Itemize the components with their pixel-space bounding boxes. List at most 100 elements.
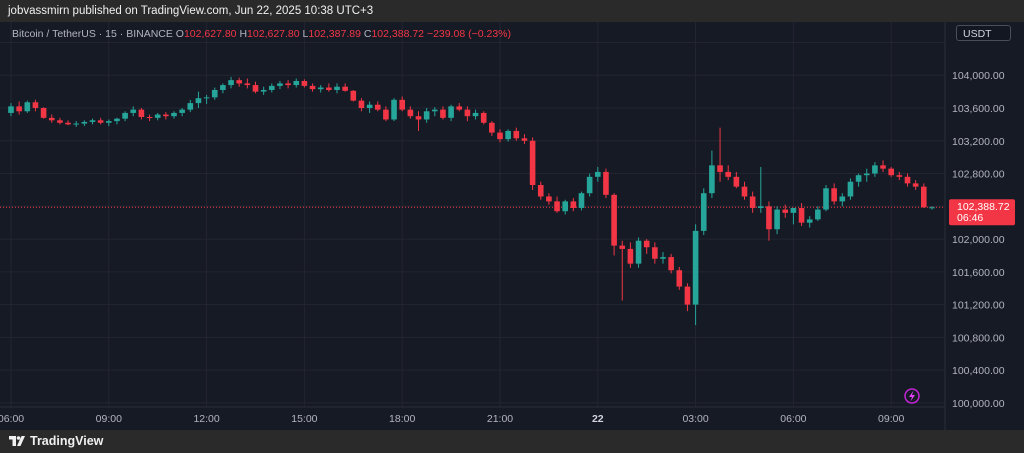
candle-body: [635, 240, 642, 264]
candle-body: [342, 86, 348, 91]
candle-body: [326, 87, 332, 90]
candle-body: [203, 97, 210, 99]
candle-body: [432, 109, 438, 112]
candle-body: [448, 106, 454, 118]
candle-body: [774, 209, 780, 230]
candle-body: [73, 123, 79, 125]
candle-body: [350, 90, 357, 101]
y-tick-label: 103,600.00: [952, 103, 1005, 115]
candle-body: [505, 130, 511, 140]
candle-body: [692, 230, 699, 305]
candle-body: [586, 176, 593, 194]
symbol-label: Bitcoin / TetherUS · 15 · BINANCE: [12, 28, 173, 40]
candle-body: [81, 121, 88, 124]
candle-body: [929, 207, 935, 209]
candle-body: [831, 188, 837, 202]
candle-body: [114, 118, 120, 122]
candle-body: [700, 193, 707, 231]
candle-body: [89, 120, 96, 122]
candle-body: [138, 109, 145, 118]
x-tick-label: 03:00: [682, 413, 708, 425]
close-value: 102,388.72: [371, 28, 425, 40]
candle-body: [896, 175, 903, 177]
candle-body: [423, 111, 430, 120]
candle-body: [8, 106, 14, 113]
open-value: 102,627.80: [183, 28, 237, 40]
candle-body: [252, 85, 259, 92]
candle-body: [228, 80, 234, 86]
candle-body: [24, 102, 31, 112]
candle-body: [40, 108, 47, 118]
candle-body: [595, 171, 601, 177]
candle-body: [285, 83, 291, 86]
candle-body: [872, 165, 878, 174]
chart-area[interactable]: 100,000.00 100,400.00 100,800.00 101,200.00…: [0, 22, 1024, 430]
candle-body: [749, 196, 756, 208]
tradingview-logo-icon: [9, 436, 25, 446]
candle-body: [97, 120, 104, 123]
x-tick-label: 21:00: [487, 413, 513, 425]
y-tick-label: 100,800.00: [952, 332, 1005, 344]
candle-body: [374, 104, 381, 110]
candle-body: [570, 201, 577, 208]
y-tick-label: 104,000.00: [952, 70, 1005, 82]
last-price-badge: [949, 199, 1015, 226]
candle-body: [244, 83, 251, 86]
y-tick-label: 102,800.00: [952, 169, 1005, 181]
candle-body: [415, 116, 422, 120]
publish-bar: jobvassmirn published on TradingView.com…: [0, 0, 1024, 22]
y-tick-label: 100,400.00: [952, 365, 1005, 377]
candle-body: [668, 257, 674, 271]
candle-body: [709, 165, 715, 194]
candle-body: [48, 117, 55, 121]
candle-body: [863, 173, 870, 176]
change-value: −239.08 (−0.23%): [426, 28, 511, 40]
candle-body: [823, 188, 829, 210]
x-tick-label: 15:00: [291, 413, 317, 425]
candle-body: [309, 85, 316, 90]
candle-body: [758, 206, 764, 208]
candle-body: [725, 171, 731, 177]
high-value: 102,627.80: [247, 28, 300, 40]
candle-body: [815, 209, 821, 220]
candle-body: [187, 103, 194, 110]
candle-body: [578, 193, 585, 208]
last-price-countdown: 06:46: [957, 212, 983, 224]
candle-body: [171, 112, 177, 117]
candle-body: [317, 87, 324, 90]
candle-body: [366, 104, 373, 109]
candle-body: [220, 85, 226, 90]
y-tick-label: 100,000.00: [952, 398, 1005, 410]
y-tick-label: 103,200.00: [952, 136, 1005, 148]
candle-body: [733, 176, 740, 187]
last-price-value: 102,388.72: [957, 201, 1010, 213]
candle-body: [456, 106, 463, 110]
tradingview-brand[interactable]: TradingView: [9, 434, 103, 448]
open-label: O: [175, 28, 184, 40]
currency-button[interactable]: USDT: [956, 25, 1011, 41]
candle-body: [562, 201, 568, 212]
footer-bar: TradingView: [0, 430, 1024, 453]
candle-body: [529, 140, 536, 186]
candle-body: [603, 171, 609, 195]
low-label: L: [302, 28, 309, 40]
candle-body: [489, 122, 495, 133]
candle-body: [921, 186, 927, 208]
candle-body: [472, 112, 479, 117]
candle-body: [16, 106, 22, 112]
candle-body: [880, 165, 886, 169]
candle-body: [839, 196, 846, 202]
publish-info: jobvassmirn published on TradingView.com…: [8, 5, 374, 17]
candle-body: [619, 245, 626, 249]
candle-body: [513, 130, 520, 139]
candle-body: [391, 99, 397, 120]
candle-body: [554, 201, 560, 212]
candle-body: [358, 100, 365, 109]
x-tick-label: 06:00: [780, 413, 806, 425]
x-tick-label: 12:00: [193, 413, 219, 425]
candle-body: [57, 120, 63, 123]
candlestick-chart[interactable]: 100,000.00 100,400.00 100,800.00 101,200.00…: [0, 22, 1024, 430]
candle-body: [106, 121, 112, 123]
candle-body: [537, 185, 544, 197]
